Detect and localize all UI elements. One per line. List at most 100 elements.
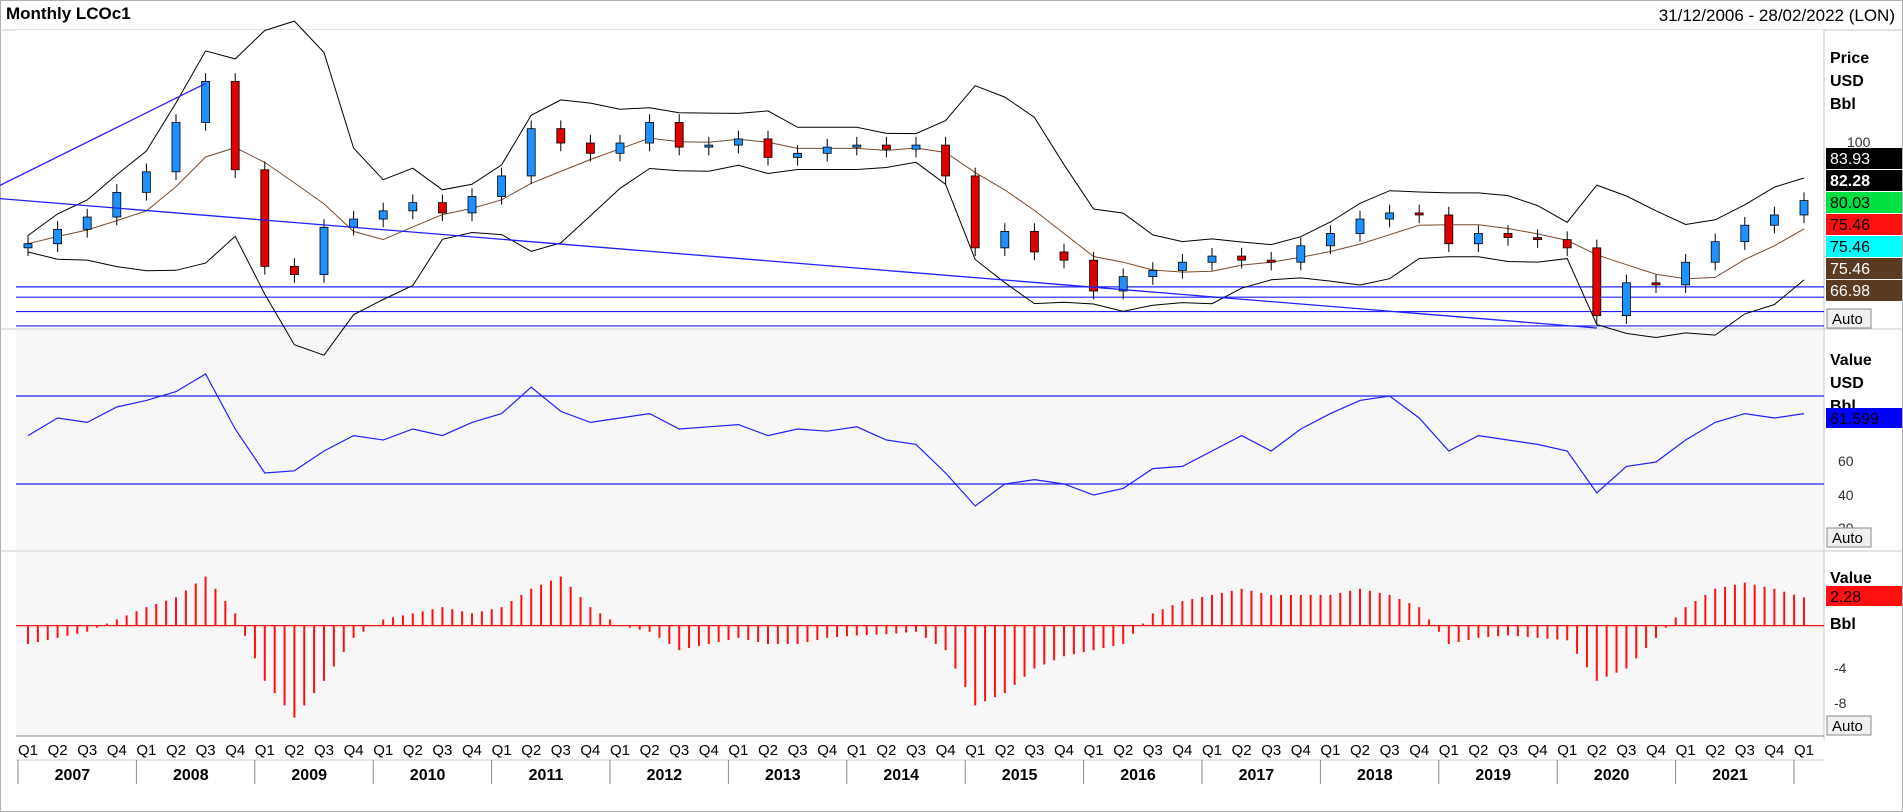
x-tick-quarter: Q4 xyxy=(1764,742,1784,759)
x-tick-quarter: Q3 xyxy=(196,742,216,759)
candle-body xyxy=(1474,233,1483,245)
x-tick-quarter: Q2 xyxy=(1350,742,1370,759)
x-tick-quarter: Q4 xyxy=(1172,742,1192,759)
momentum-panel xyxy=(16,552,1824,736)
indicator-panel xyxy=(16,330,1824,550)
candle-body xyxy=(497,175,507,197)
candle-body xyxy=(230,80,240,171)
candle-body xyxy=(704,144,714,148)
x-tick-quarter: Q4 xyxy=(817,742,837,759)
x-tick-quarter: Q4 xyxy=(462,742,482,759)
candle-body xyxy=(911,144,921,150)
indicator-auto-button[interactable]: Auto xyxy=(1826,527,1872,548)
price-auto-button[interactable]: Auto xyxy=(1826,308,1872,329)
candle-body xyxy=(408,202,418,212)
candle-body xyxy=(615,142,625,154)
x-tick-quarter: Q1 xyxy=(728,742,748,759)
candle-body xyxy=(467,196,477,214)
price-ylabel-3: Bbl xyxy=(1830,96,1856,113)
x-tick-year: 2010 xyxy=(410,767,446,784)
x-tick-year: 2007 xyxy=(55,767,91,784)
candle-body xyxy=(852,144,862,148)
trendline-0 xyxy=(0,82,206,187)
indicator-last-tag xyxy=(1826,408,1902,428)
candle-body xyxy=(1296,245,1306,263)
price-tag xyxy=(1826,236,1902,257)
x-tick-quarter: Q4 xyxy=(580,742,600,759)
momentum-last-tag xyxy=(1826,586,1902,606)
candle-body xyxy=(586,142,595,154)
candle-body xyxy=(1178,261,1187,271)
indicator-last-value: 61.599 xyxy=(1830,411,1879,428)
candle-body xyxy=(1355,218,1365,234)
candle-body xyxy=(793,152,802,158)
price-tag xyxy=(1826,214,1902,235)
candle-body xyxy=(734,138,743,146)
price-auto-label: Auto xyxy=(1832,311,1863,328)
candle-body xyxy=(1533,237,1542,241)
candle-body xyxy=(82,216,92,230)
candle-body xyxy=(1799,200,1809,216)
indicator-tick-60: 60 xyxy=(1838,453,1854,469)
x-tick-quarter: Q3 xyxy=(669,742,689,759)
candle-body xyxy=(1622,282,1631,317)
price-layer xyxy=(0,20,1824,356)
x-tick-year: 2009 xyxy=(291,767,327,784)
lower-band xyxy=(27,161,1805,356)
x-tick-quarter: Q4 xyxy=(1646,742,1666,759)
x-tick-year: 2020 xyxy=(1594,767,1630,784)
candle-body xyxy=(1237,255,1246,261)
x-tick-quarter: Q3 xyxy=(1616,742,1636,759)
candle-body xyxy=(526,128,536,177)
x-tick-quarter: Q3 xyxy=(1143,742,1163,759)
price-tag xyxy=(1826,148,1902,169)
price-tag-label: 82.28 xyxy=(1830,173,1870,190)
x-tick-quarter: Q1 xyxy=(847,742,867,759)
candle-body xyxy=(645,122,654,144)
candle-body xyxy=(1089,259,1098,292)
price-tags: 83.93 82.28 80.03 75.46 75.46 75.46 66.98 xyxy=(1826,148,1902,301)
price-tag-label: 75.46 xyxy=(1830,217,1870,234)
x-tick-quarter: Q4 xyxy=(107,742,127,759)
x-tick-quarter: Q2 xyxy=(1232,742,1252,759)
candle-body xyxy=(1059,251,1069,261)
indicator-ylabel-2: USD xyxy=(1830,375,1864,392)
momentum-ylabel-2: Bbl xyxy=(1830,616,1856,633)
x-tick-year: 2013 xyxy=(765,767,801,784)
x-axis: Q1 Q2 Q3 Q4 Q1 Q2 Q3 Q4 Q1 Q2 Q3 Q4 Q1 Q2 Q3 Q4 Q1 Q2 Q3 Q4… xyxy=(17,742,1814,784)
x-tick-quarter: Q4 xyxy=(1291,742,1311,759)
x-tick-quarter: Q1 xyxy=(255,742,275,759)
chart-title: Monthly LCOc1 xyxy=(6,4,131,23)
candle-body xyxy=(53,228,62,245)
price-tag-label: 75.46 xyxy=(1830,239,1870,256)
indicator-auto-label: Auto xyxy=(1832,530,1863,547)
x-tick-quarter: Q1 xyxy=(18,742,38,759)
candle-body xyxy=(1030,231,1039,253)
price-ylabel-2: USD xyxy=(1830,73,1864,90)
x-tick-year: 2012 xyxy=(647,767,683,784)
indicator-tick-40: 40 xyxy=(1838,487,1854,503)
x-tick-quarter: Q1 xyxy=(136,742,156,759)
x-tick-quarter: Q2 xyxy=(284,742,304,759)
x-tick-year: 2011 xyxy=(529,767,564,784)
candle-body xyxy=(1710,241,1720,263)
x-tick-quarter: Q1 xyxy=(1557,742,1577,759)
price-tick-100: 100 xyxy=(1847,134,1871,150)
candle-body xyxy=(556,128,566,144)
price-ylabel-1: Price xyxy=(1830,50,1869,67)
candle-body xyxy=(23,243,33,249)
upper-band xyxy=(27,20,1805,246)
candle-body xyxy=(1266,259,1276,263)
price-tag-label: 75.46 xyxy=(1830,261,1870,278)
x-tick-quarter: Q1 xyxy=(1439,742,1459,759)
momentum-layer xyxy=(16,576,1824,718)
indicator-line xyxy=(27,373,1805,507)
momentum-ylabel-1: Value xyxy=(1830,570,1872,587)
x-tick-quarter: Q1 xyxy=(965,742,985,759)
x-tick-quarter: Q3 xyxy=(1261,742,1281,759)
momentum-auto-button[interactable]: Auto xyxy=(1826,715,1872,736)
candle-body xyxy=(1503,233,1513,238)
x-tick-quarter: Q2 xyxy=(758,742,778,759)
